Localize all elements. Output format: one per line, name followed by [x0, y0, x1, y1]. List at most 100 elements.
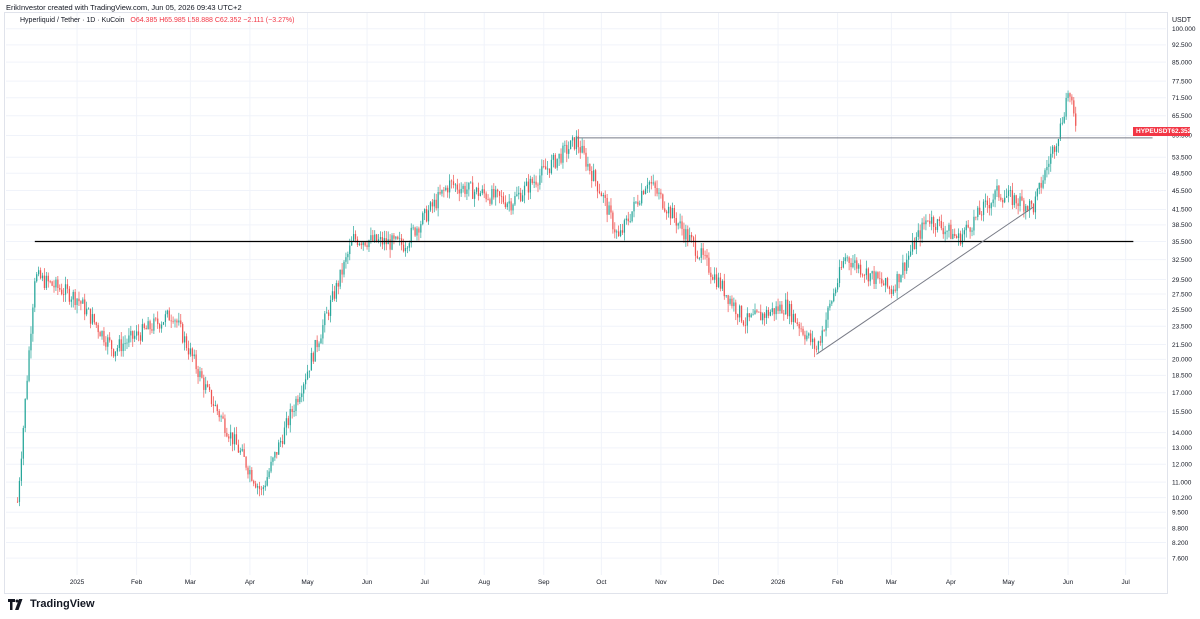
candle-body	[303, 384, 305, 394]
candle	[285, 411, 288, 436]
candle-body	[1029, 200, 1031, 211]
candle	[704, 250, 706, 260]
candle-body	[262, 487, 264, 489]
candle	[835, 287, 837, 297]
candle-body	[790, 304, 793, 323]
candle	[230, 424, 232, 446]
candle-body	[218, 411, 220, 418]
candle-body	[1044, 170, 1046, 181]
candle	[333, 285, 336, 302]
candle	[187, 340, 190, 360]
tradingview-logo[interactable]: TradingView	[8, 598, 95, 610]
candle	[573, 137, 576, 151]
candle-body	[593, 170, 595, 181]
candle	[629, 213, 631, 224]
candle	[518, 186, 520, 200]
y-tick-label: 25.500	[1172, 307, 1192, 314]
candle-body	[264, 485, 266, 488]
candle	[698, 256, 700, 261]
candle	[318, 341, 320, 352]
candle-body	[506, 203, 508, 208]
candle	[721, 279, 723, 292]
candle-body	[379, 237, 382, 240]
candle-body	[420, 224, 422, 233]
candle	[379, 231, 382, 247]
candle	[1057, 138, 1060, 153]
candle	[570, 140, 572, 150]
candle	[884, 277, 887, 293]
y-tick-label: 8.200	[1172, 540, 1189, 547]
candle-body	[959, 233, 962, 245]
candle	[418, 226, 420, 241]
candle	[927, 220, 929, 223]
candle-body	[725, 295, 727, 297]
x-tick-label: Jul	[421, 579, 430, 586]
candle	[210, 389, 213, 407]
candle-body	[306, 371, 309, 380]
chart-frame[interactable]	[4, 12, 1168, 594]
candle-body	[694, 240, 697, 256]
candle	[427, 205, 430, 225]
candle	[846, 255, 848, 262]
candle-body	[256, 486, 259, 488]
candle	[322, 319, 324, 345]
candle	[512, 203, 514, 215]
candle-body	[994, 190, 996, 200]
candle	[1065, 92, 1067, 120]
candle-body	[875, 272, 877, 284]
candle	[82, 297, 84, 304]
candle-body	[785, 299, 787, 315]
candle	[806, 330, 808, 342]
candle	[479, 190, 481, 197]
candle-body	[566, 144, 568, 154]
candle-body	[773, 308, 775, 315]
candle-body	[291, 409, 293, 412]
candle-body	[260, 488, 263, 490]
candle-body	[498, 191, 501, 196]
candle-body	[650, 182, 652, 184]
candle	[216, 403, 218, 416]
candle	[443, 187, 445, 198]
candle-body	[691, 234, 693, 238]
candle-body	[754, 310, 756, 315]
candle-body	[706, 254, 708, 258]
candle	[742, 319, 745, 327]
candle-body	[808, 333, 810, 336]
candle-body	[992, 199, 994, 204]
candle-body	[788, 304, 791, 317]
candle	[954, 228, 956, 239]
x-tick-label: Feb	[131, 579, 143, 586]
candle-body	[1030, 200, 1033, 204]
candle-body	[76, 298, 78, 306]
candle-body	[846, 257, 848, 259]
candle-body	[182, 323, 184, 343]
candle-body	[168, 310, 170, 321]
candle-body	[671, 207, 674, 219]
candle	[124, 335, 126, 352]
candle-body	[114, 351, 117, 357]
candle	[481, 185, 483, 196]
x-tick-label: May	[301, 579, 314, 586]
candle-body	[641, 190, 643, 204]
candle-body	[575, 136, 578, 150]
candle-body	[539, 175, 541, 185]
candle-body	[295, 398, 297, 411]
candle	[731, 295, 733, 309]
candle-body	[1046, 166, 1048, 171]
candle	[28, 346, 30, 383]
candle-body	[642, 190, 645, 194]
candle-body	[550, 159, 553, 174]
candle-body	[187, 348, 190, 355]
candle-body	[333, 291, 336, 299]
candle	[360, 241, 362, 250]
candle	[134, 330, 136, 343]
candle	[858, 263, 860, 274]
candle-body	[487, 199, 489, 200]
candle	[233, 427, 236, 451]
candle-body	[287, 418, 289, 426]
candle-body	[1034, 196, 1037, 213]
candle	[191, 347, 193, 363]
candle-body	[660, 192, 662, 195]
candle-body	[940, 220, 942, 229]
